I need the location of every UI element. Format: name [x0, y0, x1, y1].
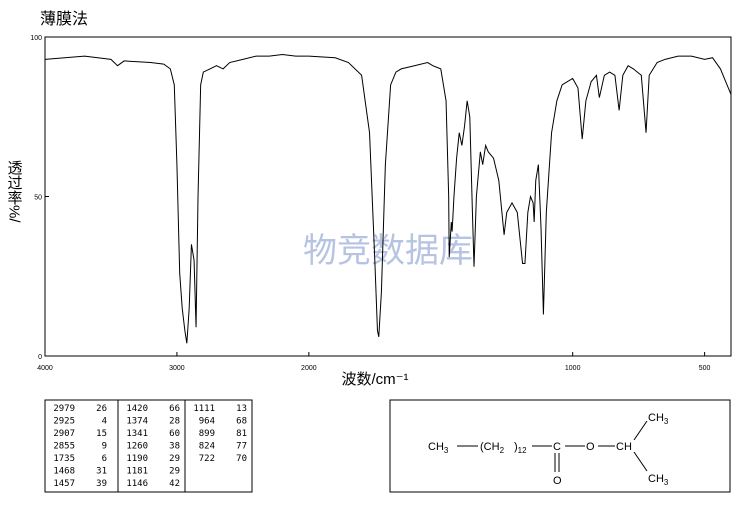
x-tick-label: 4000 [37, 365, 53, 372]
structure-label: (CH2 [480, 441, 505, 455]
peak-transmittance: 26 [96, 404, 107, 414]
atom: CH [616, 441, 632, 453]
chart-title: 薄膜法 [40, 10, 88, 28]
peak-wavenumber: 1146 [126, 479, 148, 489]
structure-label: CH3 [428, 441, 449, 455]
structure-label: CH [616, 441, 632, 453]
peak-transmittance: 13 [236, 404, 247, 414]
spectrum-line [44, 54, 732, 344]
atom: CH [648, 473, 664, 485]
x-tick-label: 2000 [301, 365, 317, 372]
peak-wavenumber: 1181 [126, 467, 148, 477]
atom: C [553, 441, 561, 453]
peak-transmittance: 77 [236, 442, 247, 452]
peak-transmittance: 4 [102, 417, 107, 427]
y-tick-label: 100 [30, 35, 42, 42]
structure-frame [389, 399, 731, 493]
peak-wavenumber: 2979 [53, 404, 75, 414]
x-axis-label: 波数/cm⁻¹ [341, 371, 408, 388]
atom: ) [514, 441, 518, 453]
peak-transmittance: 66 [169, 404, 180, 414]
atom: (CH [480, 441, 500, 453]
peak-wavenumber: 824 [199, 442, 215, 452]
structure-label: CH3 [648, 412, 669, 426]
subscript: 3 [664, 478, 669, 487]
peak-wavenumber: 1111 [193, 404, 215, 414]
bond [633, 451, 648, 472]
y-tick-label: 0 [38, 354, 42, 361]
peak-transmittance: 15 [96, 429, 107, 439]
peak-wavenumber: 2907 [53, 429, 75, 439]
x-tick-label: 500 [699, 365, 711, 372]
peak-wavenumber: 964 [199, 417, 215, 427]
bond [633, 420, 648, 441]
peak-transmittance: 9 [102, 442, 107, 452]
peak-transmittance: 42 [169, 479, 180, 489]
bonds [457, 420, 648, 472]
peak-wavenumber: 1374 [126, 417, 148, 427]
peak-wavenumber: 1468 [53, 467, 75, 477]
peak-transmittance: 81 [236, 429, 247, 439]
peak-transmittance: 38 [169, 442, 180, 452]
peak-wavenumber: 899 [199, 429, 215, 439]
structure-label: )12 [514, 441, 527, 455]
subscript: 12 [518, 446, 527, 455]
peak-table-frame [44, 399, 253, 493]
peak-wavenumber: 722 [199, 454, 215, 464]
y-tick-label: 50 [34, 195, 42, 202]
peak-wavenumber: 2925 [53, 417, 75, 427]
atom: CH [428, 441, 444, 453]
subscript: 3 [444, 446, 449, 455]
y-axis-label: 透过率%/ [6, 160, 23, 223]
peak-transmittance: 29 [169, 467, 180, 477]
peak-transmittance: 39 [96, 479, 107, 489]
peak-wavenumber: 1190 [126, 454, 148, 464]
peak-wavenumber: 1260 [126, 442, 148, 452]
peak-transmittance: 68 [236, 417, 247, 427]
subscript: 2 [500, 446, 505, 455]
subscript: 3 [664, 417, 669, 426]
x-tick-label: 1000 [565, 365, 581, 372]
peak-transmittance: 28 [169, 417, 180, 427]
x-tick-label: 3000 [169, 365, 185, 372]
watermark: 物竞数据库 [303, 232, 473, 270]
atom: CH [648, 412, 664, 424]
structure-label: CH3 [648, 473, 669, 487]
peak-transmittance: 29 [169, 454, 180, 464]
peak-transmittance: 31 [96, 467, 107, 477]
structure-label: O [553, 475, 562, 487]
structure-label: C [553, 441, 561, 453]
atom: O [553, 475, 562, 487]
peak-transmittance: 6 [102, 454, 107, 464]
peak-wavenumber: 1457 [53, 479, 75, 489]
peak-transmittance: 60 [169, 429, 180, 439]
peak-transmittance: 70 [236, 454, 247, 464]
peak-wavenumber: 1735 [53, 454, 75, 464]
structure-label: O [586, 441, 595, 453]
peak-wavenumber: 1420 [126, 404, 148, 414]
atom: O [586, 441, 595, 453]
peak-wavenumber: 1341 [126, 429, 148, 439]
peak-wavenumber: 2855 [53, 442, 75, 452]
